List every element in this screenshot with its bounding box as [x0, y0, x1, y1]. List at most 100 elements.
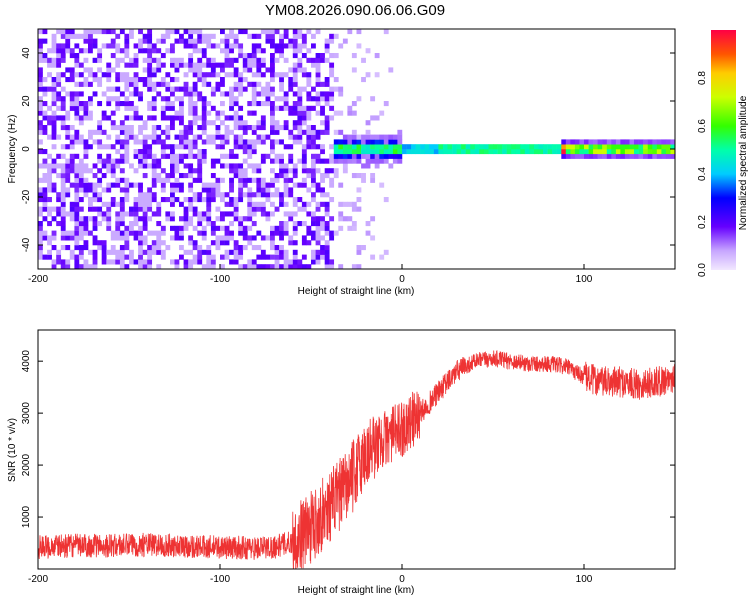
spectrogram-cell [179, 182, 184, 188]
spectrogram-cell [379, 139, 385, 145]
spectrogram-cell [270, 225, 275, 231]
spectrogram-cell [151, 134, 157, 140]
spectrogram-cell [584, 144, 589, 150]
spectrogram-cell [347, 153, 353, 159]
spectrogram-cell [183, 249, 189, 255]
spectrogram-cell [170, 62, 175, 68]
spectrogram-cell [238, 230, 244, 236]
spectrogram-cell [115, 235, 121, 241]
spectrogram-cell [297, 115, 303, 121]
spectrogram-cell [320, 254, 325, 260]
spectrogram-cell [242, 144, 248, 150]
spectrogram-cell [270, 43, 275, 49]
spectrogram-cell [447, 149, 453, 155]
spectrogram-cell [147, 29, 153, 35]
spectrogram-cell [124, 38, 130, 44]
spectrogram-cell [220, 101, 225, 107]
spectrogram-cell [256, 134, 262, 140]
spectrogram-cell [279, 48, 284, 54]
spectrogram-cell [624, 144, 630, 150]
spectrogram-cell [74, 163, 80, 169]
spectrogram-y-tick-label: 20 [21, 95, 32, 107]
spectrogram-cell [570, 153, 576, 159]
spectrogram-cell [92, 38, 98, 44]
spectrogram-cell [220, 216, 225, 222]
spectrogram-cell [110, 201, 116, 207]
spectrogram-cell [65, 38, 71, 44]
spectrogram-cell [106, 115, 112, 121]
spectrogram-cell [38, 120, 43, 126]
spectrogram-cell [160, 96, 166, 102]
spectrogram-cell [119, 168, 125, 174]
spectrogram-cell [270, 240, 275, 246]
spectrogram-cell [92, 254, 98, 260]
spectrogram-cell [210, 163, 216, 169]
spectrogram-cell [74, 206, 80, 212]
spectrogram-cell [247, 110, 253, 116]
snr-x-axis-label: Height of straight line (km) [298, 585, 415, 596]
spectrogram-cell [270, 33, 275, 39]
spectrogram-cell [215, 81, 221, 87]
spectrogram-cell [160, 187, 166, 193]
spectrogram-cell [270, 158, 275, 164]
spectrogram-cell [197, 245, 203, 251]
spectrogram-cell [60, 201, 66, 207]
spectrogram-cell [333, 153, 339, 159]
spectrogram-cell [192, 110, 198, 116]
spectrogram-cell [92, 216, 98, 222]
spectrogram-cell [38, 211, 43, 217]
spectrogram-cell [210, 240, 216, 246]
spectrogram-cell [65, 125, 71, 131]
spectrogram-cell [83, 163, 89, 169]
spectrogram-cell [424, 149, 430, 155]
spectrogram-cell [106, 168, 112, 174]
spectrogram-cell [383, 139, 389, 145]
spectrogram-cell [97, 221, 103, 227]
spectrogram-cell [333, 33, 339, 39]
snr-series-line [37, 350, 676, 569]
spectrogram-cell [283, 211, 289, 217]
spectrogram-cell [338, 264, 344, 270]
spectrogram-cell [47, 173, 52, 179]
spectrogram-cells [38, 29, 676, 270]
spectrogram-cell [274, 173, 280, 179]
spectrogram-cell [147, 163, 153, 169]
spectrogram-cell [347, 134, 353, 140]
spectrogram-cell [279, 153, 284, 159]
spectrogram-cell [283, 144, 289, 150]
spectrogram-cell [183, 43, 189, 49]
spectrogram-cell [329, 144, 335, 150]
spectrogram-cell [374, 163, 380, 169]
spectrogram-cell [647, 149, 653, 155]
spectrogram-cell [270, 53, 275, 59]
spectrogram-cell [315, 57, 321, 63]
spectrogram-cell [69, 125, 75, 131]
spectrogram-cell [274, 245, 280, 251]
spectrogram-cell [51, 158, 57, 164]
spectrogram-cell [670, 153, 676, 159]
spectrogram-cell [229, 235, 234, 241]
spectrogram-cell [206, 110, 212, 116]
spectrogram-cell [256, 139, 262, 145]
spectrogram-cell [42, 125, 48, 131]
spectrogram-cell [242, 173, 248, 179]
spectrogram-cell [115, 158, 121, 164]
spectrogram-cell [320, 201, 325, 207]
spectrogram-cell [197, 72, 203, 78]
spectrogram-cell [78, 254, 84, 260]
spectrogram-cell [56, 62, 62, 68]
spectrogram-cell [251, 168, 257, 174]
spectrogram-cell [110, 230, 116, 236]
spectrogram-cell [119, 177, 125, 183]
spectrogram-cell [247, 57, 253, 63]
spectrogram-cell [174, 259, 180, 265]
spectrogram-cell [247, 62, 253, 68]
spectrogram-cell [333, 129, 339, 135]
spectrogram-cell [115, 139, 121, 145]
spectrogram-cell [192, 86, 198, 92]
spectrogram-cell [51, 134, 57, 140]
spectrogram-cell [320, 81, 325, 87]
spectrogram-y-tick-label: 0 [21, 146, 32, 152]
